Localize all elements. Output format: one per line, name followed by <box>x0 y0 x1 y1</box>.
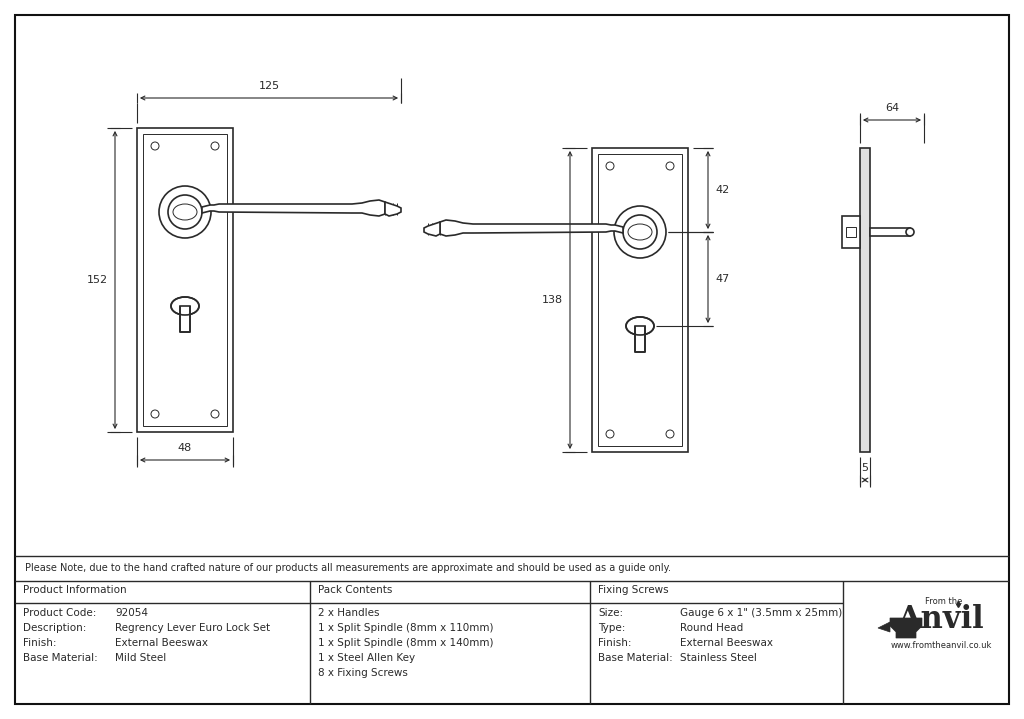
Text: Round Head: Round Head <box>680 623 743 633</box>
Text: 1 x Split Spindle (8mm x 140mm): 1 x Split Spindle (8mm x 140mm) <box>318 638 494 648</box>
Bar <box>143 134 227 426</box>
Text: www.fromtheanvil.co.uk: www.fromtheanvil.co.uk <box>890 641 991 650</box>
Bar <box>137 128 233 432</box>
Text: Pack Contents: Pack Contents <box>318 585 392 595</box>
Polygon shape <box>385 202 401 216</box>
Text: 1 x Steel Allen Key: 1 x Steel Allen Key <box>318 653 415 663</box>
Text: Product Code:: Product Code: <box>23 608 96 618</box>
Text: 92054: 92054 <box>115 608 148 618</box>
Circle shape <box>906 228 914 236</box>
Ellipse shape <box>626 317 654 335</box>
Text: Base Material:: Base Material: <box>23 653 97 663</box>
Polygon shape <box>890 618 922 638</box>
Text: Description:: Description: <box>23 623 86 633</box>
Text: Anvil: Anvil <box>898 604 984 635</box>
Bar <box>870 228 910 236</box>
Text: 64: 64 <box>885 103 899 113</box>
Text: Gauge 6 x 1" (3.5mm x 25mm): Gauge 6 x 1" (3.5mm x 25mm) <box>680 608 843 618</box>
Polygon shape <box>202 200 385 216</box>
Bar <box>635 326 645 352</box>
Text: 1 x Split Spindle (8mm x 110mm): 1 x Split Spindle (8mm x 110mm) <box>318 623 494 633</box>
Text: From the: From the <box>926 597 963 606</box>
Bar <box>592 148 688 452</box>
Text: Fixing Screws: Fixing Screws <box>598 585 669 595</box>
Bar <box>842 216 860 248</box>
Text: 2 x Handles: 2 x Handles <box>318 608 380 618</box>
Polygon shape <box>424 222 440 236</box>
Text: Size:: Size: <box>598 608 624 618</box>
Text: 5: 5 <box>861 463 868 473</box>
Text: External Beeswax: External Beeswax <box>115 638 208 648</box>
Ellipse shape <box>171 297 199 315</box>
Text: Finish:: Finish: <box>23 638 56 648</box>
Bar <box>180 306 190 332</box>
Text: Product Information: Product Information <box>23 585 127 595</box>
Text: 8 x Fixing Screws: 8 x Fixing Screws <box>318 668 408 678</box>
Text: 138: 138 <box>542 295 563 305</box>
Text: Stainless Steel: Stainless Steel <box>680 653 757 663</box>
Text: Type:: Type: <box>598 623 626 633</box>
Text: 125: 125 <box>258 81 280 91</box>
Text: Regrency Lever Euro Lock Set: Regrency Lever Euro Lock Set <box>115 623 270 633</box>
Text: 42: 42 <box>715 185 729 195</box>
Text: Mild Steel: Mild Steel <box>115 653 166 663</box>
Bar <box>598 154 682 446</box>
Bar <box>846 227 856 237</box>
Text: Finish:: Finish: <box>598 638 632 648</box>
Bar <box>860 148 870 452</box>
Text: Base Material:: Base Material: <box>598 653 673 663</box>
Text: 47: 47 <box>715 274 729 284</box>
Text: External Beeswax: External Beeswax <box>680 638 773 648</box>
Polygon shape <box>878 622 890 632</box>
Polygon shape <box>440 220 623 236</box>
Text: 152: 152 <box>87 275 108 285</box>
Text: 48: 48 <box>178 443 193 453</box>
Text: Please Note, due to the hand crafted nature of our products all measurements are: Please Note, due to the hand crafted nat… <box>25 563 671 573</box>
